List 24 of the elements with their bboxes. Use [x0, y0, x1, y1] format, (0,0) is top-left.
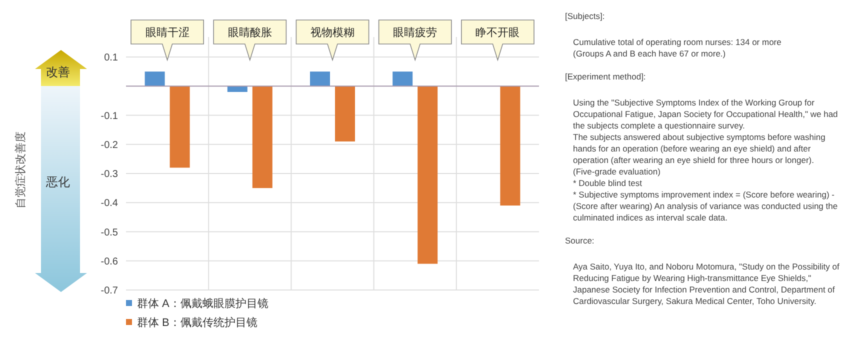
- x-tick-label: 眼睛酸胀: [228, 26, 272, 39]
- x-tick-label: 眼睛干涩: [145, 26, 190, 39]
- text: [Experiment method]:: [565, 72, 646, 82]
- x-tick-label: 眼睛疲劳: [393, 26, 438, 39]
- text: 恶化: [45, 175, 70, 189]
- y-tick-label: -0.7: [100, 286, 118, 296]
- y-tick-label: -0.6: [100, 256, 118, 268]
- y-tick-label: -0.2: [100, 140, 118, 151]
- x-tick-label: 睁不开眼: [476, 26, 520, 39]
- y-tick-label: -0.4: [100, 198, 118, 210]
- text: 改善: [46, 65, 70, 79]
- text: Cumulative total of operating room nurses: 134 or more (Groups A and B each have 67 or more.): [573, 37, 782, 58]
- legend-label: 群体 A：佩戴蛾眼膜护目镜: [137, 296, 268, 310]
- x-tick-label: 视物模糊: [310, 26, 354, 39]
- text: Aya Saito, Yuya Ito, and Noboru Motomura, "Study on the Possibility of Reducing Fatigue by Wearing High-transmittance Eye Shields," Japanese Society for Infection Prevention and Control, Department of Cardiovascular Surgery, Sakura Medical Center, Toho University.: [573, 262, 840, 306]
- y-tick-label: -0.3: [100, 169, 118, 180]
- text: 自觉症状改善度: [14, 132, 27, 208]
- text: [Subjects]:: [565, 11, 605, 21]
- y-tick-label: -0.5: [100, 227, 118, 238]
- legend-label: 群体 B：佩戴传统护目镜: [137, 316, 258, 329]
- y-tick-label: -0.1: [100, 110, 118, 122]
- text: Using the "Subjective Symptoms Index of the Working Group for Occupational Fatigue, Japan Society for Occupational Health," we had the subjects complete a questionnaire survey. The subjects answered about subjective symptoms before washing hands for an operation (before wearing an eye shield) and after operation (after wearing an eye shield for three hours or longer). (Five-grade evaluation) * Double blind test * Subjective symptoms improvement index = (Score before wearing) - (Score after wearing) An analysis of variance was conducted using the culminated indices as interval scale data.: [573, 98, 838, 222]
- source-note: Source:: [565, 236, 594, 246]
- y-tick-label: 0.1: [104, 52, 118, 64]
